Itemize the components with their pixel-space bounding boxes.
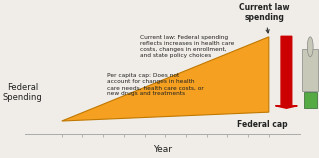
Polygon shape xyxy=(62,37,269,121)
X-axis label: Year: Year xyxy=(153,145,172,154)
Text: Federal
Spending: Federal Spending xyxy=(3,82,42,102)
FancyBboxPatch shape xyxy=(304,92,317,108)
Text: Federal cap: Federal cap xyxy=(237,120,288,129)
Ellipse shape xyxy=(307,37,313,57)
Text: Current law: Federal spending
reflects increases in health care
costs, changes i: Current law: Federal spending reflects i… xyxy=(140,35,235,58)
Text: Current law
spending: Current law spending xyxy=(240,3,290,33)
FancyBboxPatch shape xyxy=(302,49,318,91)
Text: Per capita cap: Does not
account for changes in health
care needs, health care c: Per capita cap: Does not account for cha… xyxy=(107,73,204,96)
